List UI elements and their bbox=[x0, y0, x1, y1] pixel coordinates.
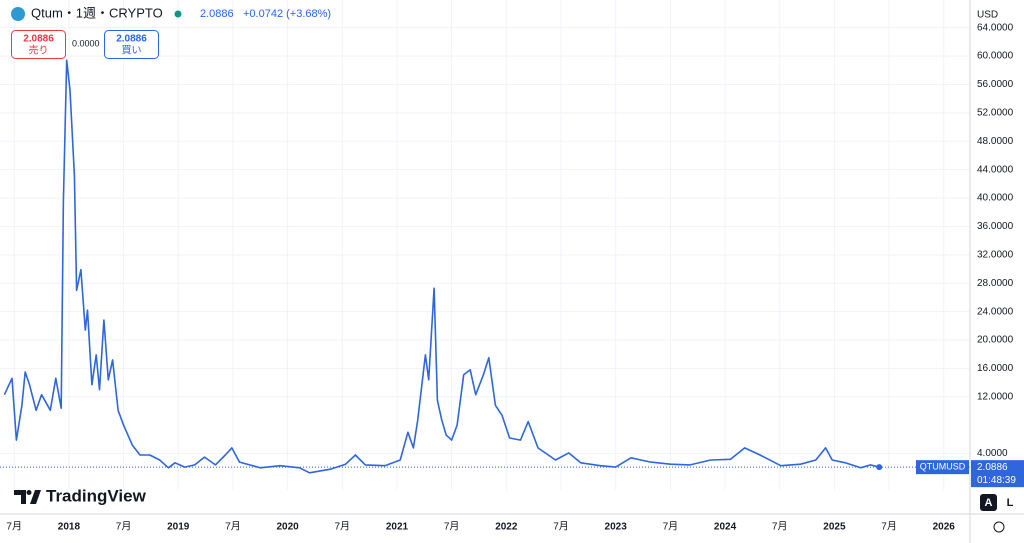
x-tick-label: 2022 bbox=[495, 522, 518, 533]
plot bbox=[0, 59, 970, 474]
spread: 0.0000 bbox=[72, 38, 100, 48]
y-tick-label: 44.0000 bbox=[977, 164, 1014, 175]
brand: TradingView bbox=[46, 486, 147, 505]
y-tick-label: 40.0000 bbox=[977, 193, 1014, 204]
x-tick-label: 7月 bbox=[553, 521, 569, 533]
x-tick-label: 7月 bbox=[772, 521, 788, 533]
log-label[interactable]: L bbox=[1007, 497, 1014, 509]
x-tick-label: 7月 bbox=[444, 521, 460, 533]
y-tick-label: 48.0000 bbox=[977, 136, 1014, 147]
y-tick-label: 24.0000 bbox=[977, 306, 1014, 317]
y-tick-label: 56.0000 bbox=[977, 79, 1014, 90]
y-tick-label: 28.0000 bbox=[977, 278, 1014, 289]
auto-button[interactable] bbox=[980, 494, 997, 511]
x-tick-label: 7月 bbox=[116, 521, 132, 533]
x-tick-label: 7月 bbox=[881, 521, 897, 533]
sell-label: 売り bbox=[29, 44, 49, 57]
sell-price: 2.0886 bbox=[23, 34, 54, 45]
sell-button[interactable] bbox=[11, 30, 66, 59]
currency[interactable]: USD bbox=[977, 10, 998, 21]
y-tick-label: 16.0000 bbox=[977, 363, 1014, 374]
y-tick-label: 12.0000 bbox=[977, 391, 1014, 402]
x-tick-label: 2023 bbox=[605, 522, 628, 533]
ticker-tag bbox=[916, 460, 969, 475]
x-tick-label: 2020 bbox=[276, 522, 299, 533]
price: 2.0886 bbox=[200, 8, 234, 20]
x-tick-label: 2019 bbox=[167, 522, 190, 533]
buy-label: 買い bbox=[122, 45, 142, 57]
countdown: 01:48:39 bbox=[977, 475, 1016, 486]
status-dot bbox=[174, 10, 182, 18]
x-tick-label: 2021 bbox=[386, 522, 409, 533]
symbol-icon bbox=[11, 7, 25, 21]
brand-logo-dot bbox=[26, 490, 32, 495]
settings-icon[interactable] bbox=[993, 521, 1005, 533]
change: +0.0742 (+3.68%) bbox=[243, 8, 331, 20]
symbol: Qtum・1週・CRYPTO bbox=[31, 5, 163, 20]
y-tick-label: 32.0000 bbox=[977, 249, 1014, 260]
brand-logo bbox=[14, 490, 41, 504]
x-tick-label: 7月 bbox=[663, 521, 679, 533]
y-tick-label: 60.0000 bbox=[977, 51, 1014, 62]
y-tick-label: 20.0000 bbox=[977, 335, 1014, 346]
y-tick-label: 64.0000 bbox=[977, 22, 1014, 33]
x-tick-label: 2018 bbox=[58, 522, 81, 533]
x-tick-label: 7月 bbox=[225, 521, 241, 533]
y-tick-label: 52.0000 bbox=[977, 108, 1014, 119]
x-tick-label: 2024 bbox=[714, 522, 737, 533]
y-tick-label: 36.0000 bbox=[977, 221, 1014, 232]
price-tag-label: 2.0886 bbox=[977, 462, 1008, 473]
auto-label: A bbox=[985, 497, 993, 509]
buy-price: 2.0886 bbox=[116, 34, 147, 45]
price-tag bbox=[971, 460, 1024, 488]
x-tick-label: 7月 bbox=[6, 521, 22, 533]
x-tick-label: 7月 bbox=[335, 521, 351, 533]
x-tick-label: 2025 bbox=[823, 522, 846, 533]
ticker-tag-label: QTUMUSD bbox=[920, 462, 966, 472]
price-line bbox=[3, 59, 880, 474]
y-tick-label: 4.0000 bbox=[977, 448, 1008, 459]
x-tick-label: 2026 bbox=[933, 522, 956, 533]
buy-button[interactable] bbox=[104, 30, 159, 59]
